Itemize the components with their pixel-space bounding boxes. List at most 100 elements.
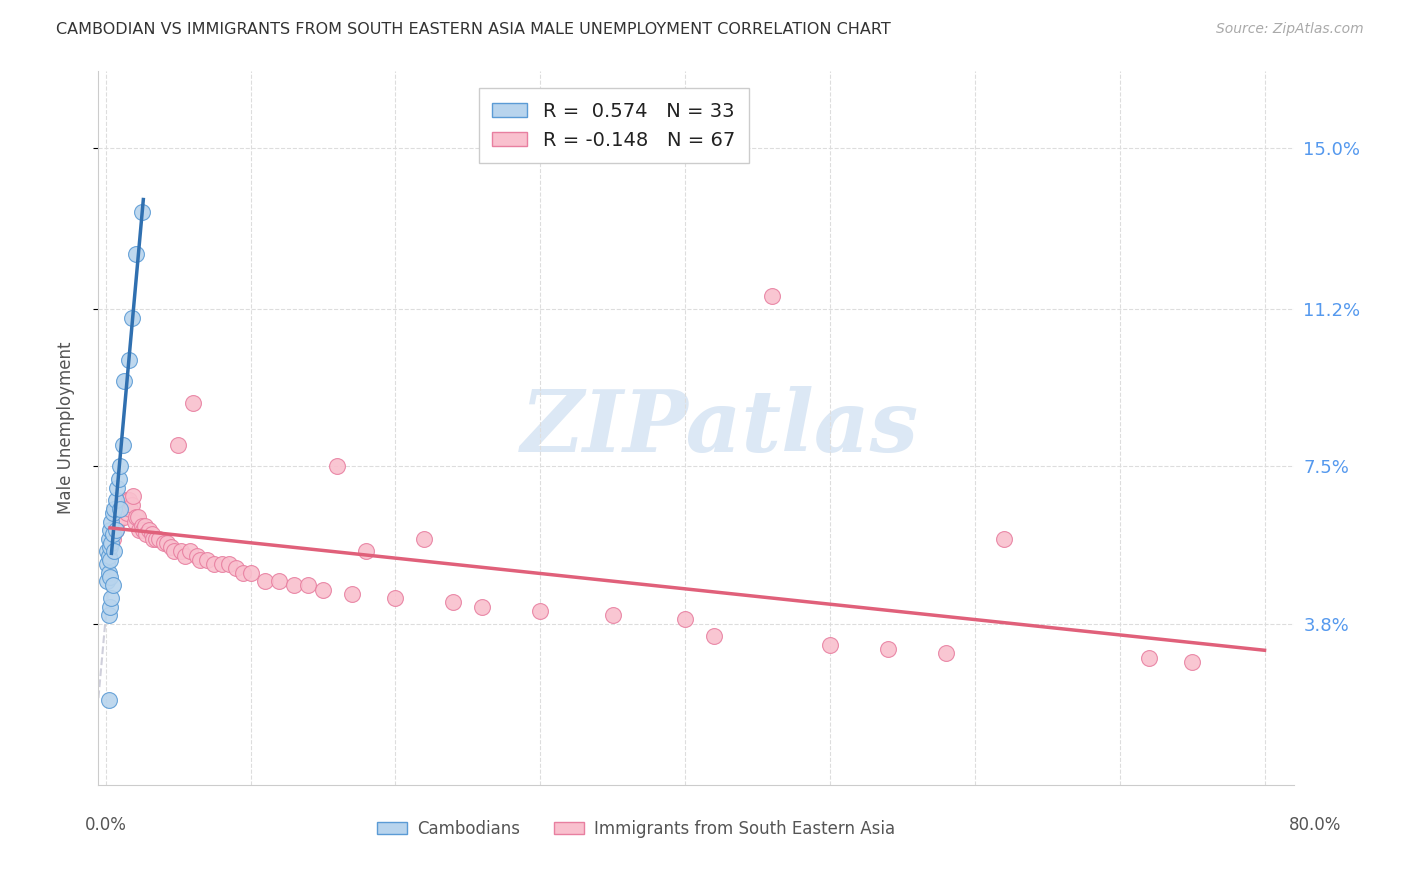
Text: ZIPatlas: ZIPatlas — [520, 386, 920, 470]
Point — [761, 289, 783, 303]
Point — [117, 506, 139, 520]
Point — [269, 574, 291, 588]
Point — [128, 523, 150, 537]
Point — [101, 506, 124, 520]
Point — [877, 642, 900, 657]
Point — [441, 595, 464, 609]
Point — [135, 527, 157, 541]
Point — [138, 523, 160, 537]
Point — [471, 599, 494, 614]
Point — [142, 532, 165, 546]
Point — [101, 578, 124, 592]
Point — [1181, 655, 1204, 669]
Point — [97, 549, 120, 563]
Point — [114, 375, 136, 389]
Point — [114, 510, 136, 524]
Point — [131, 204, 153, 219]
Point — [118, 353, 141, 368]
Point — [98, 523, 121, 537]
Point — [283, 578, 305, 592]
Point — [108, 510, 131, 524]
Point — [195, 553, 218, 567]
Point — [239, 566, 262, 580]
Point — [297, 578, 319, 592]
Legend: Cambodians, Immigrants from South Eastern Asia: Cambodians, Immigrants from South Easter… — [371, 814, 901, 845]
Point — [384, 591, 406, 605]
Point — [155, 536, 177, 550]
Point — [356, 544, 378, 558]
Point — [96, 557, 118, 571]
Text: 0.0%: 0.0% — [84, 816, 127, 834]
Point — [127, 510, 149, 524]
Point — [170, 544, 193, 558]
Point — [160, 540, 183, 554]
Point — [413, 532, 436, 546]
Point — [98, 599, 121, 614]
Point — [218, 557, 240, 571]
Point — [112, 501, 135, 516]
Point — [118, 493, 141, 508]
Point — [121, 498, 143, 512]
Point — [125, 510, 148, 524]
Point — [993, 532, 1015, 546]
Point — [703, 629, 725, 643]
Point — [97, 566, 120, 580]
Point — [124, 515, 146, 529]
Point — [100, 591, 122, 605]
Point — [100, 515, 122, 529]
Point — [115, 493, 138, 508]
Point — [148, 532, 170, 546]
Point — [818, 638, 841, 652]
Point — [326, 459, 349, 474]
Point — [211, 557, 233, 571]
Point — [104, 523, 127, 537]
Point — [105, 515, 128, 529]
Point — [108, 459, 131, 474]
Point — [97, 693, 120, 707]
Point — [96, 544, 118, 558]
Point — [98, 570, 121, 584]
Point — [188, 553, 211, 567]
Text: CAMBODIAN VS IMMIGRANTS FROM SOUTH EASTERN ASIA MALE UNEMPLOYMENT CORRELATION CH: CAMBODIAN VS IMMIGRANTS FROM SOUTH EASTE… — [56, 22, 891, 37]
Point — [110, 501, 132, 516]
Point — [312, 582, 335, 597]
Point — [935, 646, 957, 660]
Point — [179, 544, 201, 558]
Point — [107, 472, 129, 486]
Point — [225, 561, 247, 575]
Point — [105, 481, 128, 495]
Point — [131, 519, 153, 533]
Point — [104, 493, 127, 508]
Point — [98, 540, 121, 554]
Point — [103, 544, 125, 558]
Point — [97, 532, 120, 546]
Point — [141, 527, 163, 541]
Point — [122, 489, 145, 503]
Point — [202, 557, 225, 571]
Point — [1137, 650, 1160, 665]
Point — [100, 536, 122, 550]
Point — [108, 501, 131, 516]
Point — [602, 608, 624, 623]
Point — [125, 247, 148, 261]
Text: Source: ZipAtlas.com: Source: ZipAtlas.com — [1216, 22, 1364, 37]
Point — [152, 536, 174, 550]
Point — [101, 527, 124, 541]
Point — [132, 523, 155, 537]
Point — [181, 395, 204, 409]
Point — [340, 587, 363, 601]
Point — [97, 608, 120, 623]
Point — [96, 574, 118, 588]
Point — [167, 438, 190, 452]
Point — [103, 501, 125, 516]
Point — [186, 549, 208, 563]
Point — [98, 553, 121, 567]
Y-axis label: Male Unemployment: Male Unemployment — [56, 342, 75, 515]
Point — [174, 549, 197, 563]
Point — [120, 501, 142, 516]
Point — [145, 532, 167, 546]
Point — [163, 544, 186, 558]
Point — [121, 310, 143, 325]
Point — [134, 519, 156, 533]
Point — [104, 523, 127, 537]
